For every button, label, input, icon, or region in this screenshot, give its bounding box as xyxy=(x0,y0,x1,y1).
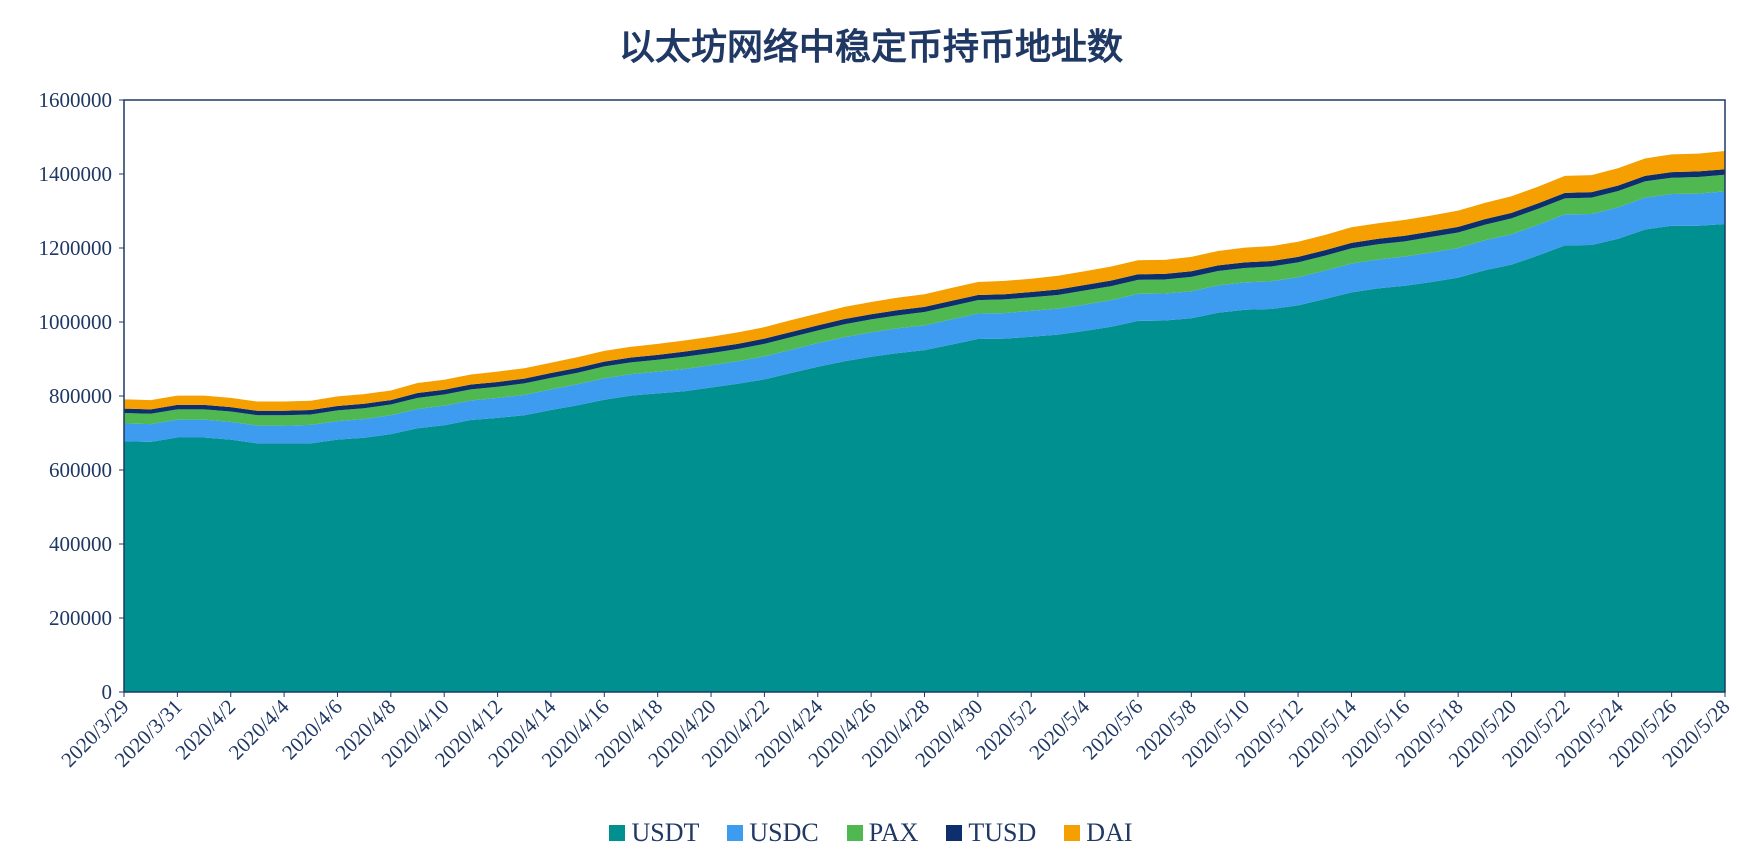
legend-item-usdt: USDT xyxy=(609,818,699,848)
legend-label: USDT xyxy=(631,818,700,847)
y-tick-label: 200000 xyxy=(49,606,112,630)
legend-label: TUSD xyxy=(968,818,1037,847)
area-tusd xyxy=(124,169,1725,416)
y-tick-label: 600000 xyxy=(49,458,112,482)
legend-label: DAI xyxy=(1086,818,1133,847)
y-tick-label: 1400000 xyxy=(39,162,113,186)
legend-label: USDC xyxy=(749,818,819,847)
legend-item-usdc: USDC xyxy=(727,818,819,848)
y-tick-label: 1000000 xyxy=(39,310,113,334)
legend-swatch xyxy=(946,825,963,841)
legend: USDT USDC PAX TUSD DAI xyxy=(0,818,1742,848)
legend-item-dai: DAI xyxy=(1064,818,1133,848)
area-pax xyxy=(124,174,1725,426)
legend-swatch xyxy=(1064,825,1081,841)
y-tick-label: 1200000 xyxy=(39,236,113,260)
x-axis: 2020/3/292020/3/312020/4/22020/4/42020/4… xyxy=(56,692,1735,772)
area-usdc xyxy=(124,191,1725,444)
y-tick-label: 1600000 xyxy=(39,88,113,112)
legend-swatch xyxy=(846,825,863,841)
chart-title: 以太坊网络中稳定币持币地址数 xyxy=(618,26,1123,68)
area-usdt xyxy=(124,223,1725,692)
legend-item-pax: PAX xyxy=(846,818,919,848)
y-tick-label: 400000 xyxy=(49,532,112,556)
y-axis: 0 200000 400000 600000 800000 1000000 1200000 1… xyxy=(39,88,124,704)
legend-swatch xyxy=(609,825,626,841)
y-tick-label: 0 xyxy=(102,680,113,704)
legend-swatch xyxy=(727,825,744,841)
area-series-group xyxy=(124,151,1725,692)
y-tick-label: 800000 xyxy=(49,384,112,408)
area-dai xyxy=(124,151,1725,411)
legend-label: PAX xyxy=(868,818,919,847)
legend-item-tusd: TUSD xyxy=(946,818,1036,848)
